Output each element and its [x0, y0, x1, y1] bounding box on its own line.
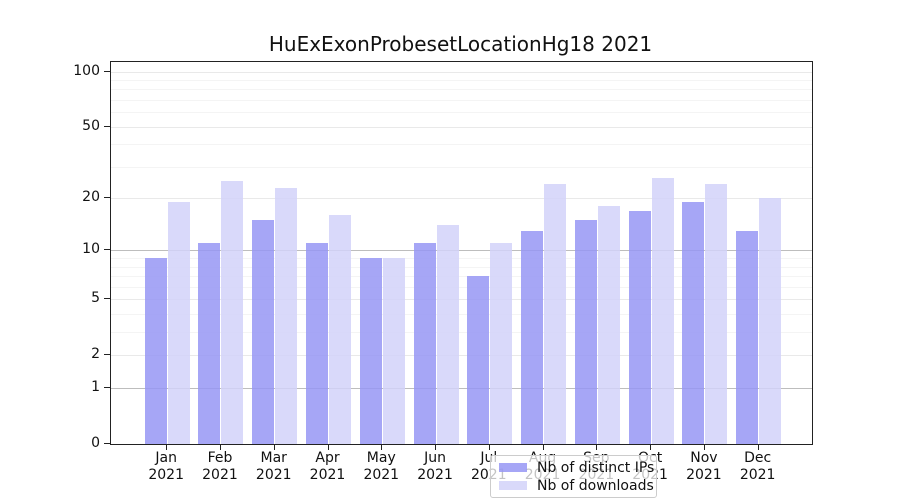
major-gridline-2	[111, 355, 812, 357]
major-gridline-5	[111, 299, 812, 301]
ytick-mark-2	[104, 354, 110, 356]
bar-downloads-may	[382, 258, 405, 444]
bar-downloads-sep	[597, 206, 620, 444]
xtick-label-feb: Feb 2021	[202, 450, 238, 483]
bar-ips-feb	[198, 243, 221, 444]
ytick-label-100: 100	[73, 62, 100, 79]
bar-ips-nov	[682, 202, 705, 444]
xtick-mark-may	[381, 444, 383, 450]
bar-downloads-apr	[329, 215, 351, 444]
legend-label-distinct-ips: Nb of distinct IPs	[537, 459, 655, 476]
bar-downloads-feb	[221, 181, 244, 444]
xtick-mark-dec	[757, 444, 759, 450]
legend-swatch-downloads	[499, 481, 527, 490]
ytick-mark-5	[104, 298, 110, 300]
bar-ips-aug	[521, 231, 544, 444]
major-gridline-100	[111, 71, 812, 73]
minor-gridline	[111, 286, 812, 288]
minor-gridline	[111, 166, 812, 168]
bar-downloads-dec	[759, 198, 782, 444]
bar-ips-mar	[252, 220, 275, 444]
major-gridline-20	[111, 198, 812, 200]
major-gridline-1	[111, 388, 812, 390]
minor-gridline	[111, 276, 812, 278]
legend-item-distinct-ips: Nb of distinct IPs	[491, 459, 656, 477]
bar-ips-jul	[467, 276, 490, 444]
ytick-label-10: 10	[82, 241, 100, 258]
bar-downloads-oct	[651, 178, 674, 444]
ytick-label-50: 50	[82, 117, 100, 134]
legend-swatch-distinct-ips	[499, 463, 527, 472]
bar-downloads-mar	[275, 187, 298, 444]
bar-ips-apr	[306, 243, 328, 444]
xtick-mark-apr	[327, 444, 329, 450]
xtick-mark-nov	[703, 444, 705, 450]
ytick-mark-1	[104, 387, 110, 389]
bar-downloads-nov	[705, 184, 728, 444]
xtick-label-apr: Apr 2021	[309, 450, 346, 483]
ytick-label-1: 1	[91, 379, 100, 396]
minor-gridline	[111, 266, 812, 268]
ytick-mark-20	[104, 197, 110, 199]
bar-downloads-jun	[436, 225, 459, 444]
xtick-mark-jul	[488, 444, 490, 450]
plot-area: Nb of distinct IPs Nb of downloads	[110, 61, 813, 498]
ytick-mark-50	[104, 125, 110, 127]
ytick-label-0: 0	[91, 435, 100, 451]
bar-downloads-aug	[544, 184, 567, 444]
xtick-label-nov: Nov 2021	[686, 450, 722, 483]
ytick-label-5: 5	[91, 290, 100, 307]
xtick-label-mar: Mar 2021	[255, 450, 292, 483]
bar-ips-sep	[574, 220, 597, 444]
minor-gridline	[111, 100, 812, 101]
bar-ips-jan	[144, 258, 167, 444]
xtick-mark-jan	[166, 444, 168, 450]
legend-label-downloads: Nb of downloads	[537, 477, 654, 494]
xtick-label-jun: Jun 2021	[417, 450, 453, 483]
xtick-mark-feb	[219, 444, 221, 450]
minor-gridline	[111, 112, 812, 114]
bar-downloads-jan	[167, 202, 190, 444]
xtick-mark-sep	[596, 444, 598, 450]
xtick-label-jan: Jan 2021	[148, 450, 184, 483]
ytick-label-20: 20	[82, 189, 100, 206]
xtick-mark-aug	[542, 444, 544, 450]
xtick-mark-mar	[273, 444, 275, 450]
minor-gridline	[111, 89, 812, 91]
minor-gridline	[111, 79, 812, 81]
bar-ips-oct	[628, 210, 651, 444]
bar-ips-dec	[736, 231, 759, 444]
minor-gridline	[111, 144, 812, 146]
legend-item-downloads: Nb of downloads	[491, 477, 656, 495]
ytick-mark-100	[104, 70, 110, 72]
bar-ips-jun	[413, 243, 436, 444]
xtick-mark-oct	[650, 444, 652, 450]
xtick-label-may: May 2021	[363, 450, 400, 483]
major-gridline-50	[111, 126, 812, 128]
major-gridline-10	[111, 250, 812, 252]
ytick-mark-0	[104, 443, 110, 444]
minor-gridline	[111, 258, 812, 260]
xtick-label-dec: Dec 2021	[739, 450, 776, 483]
minor-gridline	[111, 332, 812, 334]
chart-title: HuExExonProbesetLocationHg18 2021	[268, 32, 653, 56]
ytick-label-2: 2	[91, 346, 100, 363]
bar-ips-may	[359, 258, 382, 444]
minor-gridline	[111, 314, 812, 316]
bar-downloads-jul	[490, 243, 513, 444]
legend: Nb of distinct IPs Nb of downloads	[490, 455, 657, 498]
xtick-mark-jun	[435, 444, 437, 450]
ytick-mark-10	[104, 249, 110, 251]
